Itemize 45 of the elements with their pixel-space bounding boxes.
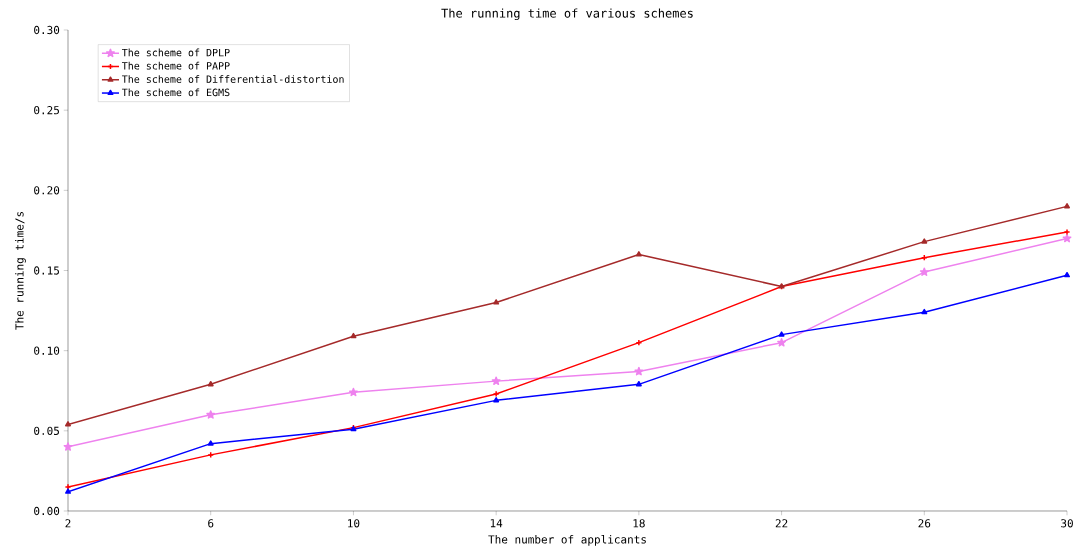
point — [348, 387, 358, 397]
point — [493, 299, 500, 305]
point — [919, 267, 929, 277]
point — [1064, 271, 1071, 278]
point — [778, 331, 785, 337]
y-tick-label: 0.05 — [34, 426, 59, 435]
point — [777, 338, 787, 347]
x-tick-label: 22 — [775, 519, 788, 528]
y-tick-label: 0.25 — [34, 106, 59, 115]
chart-title: The running time of various schemes — [441, 8, 693, 21]
point — [492, 390, 500, 398]
x-tick-label: 2 — [65, 519, 71, 528]
legend-label: The scheme of DPLP — [121, 48, 230, 57]
point — [65, 488, 71, 494]
point — [63, 442, 73, 451]
y-axis-title: The running time/s — [15, 211, 26, 330]
point — [65, 421, 71, 427]
y-tick-label: 0.20 — [34, 186, 60, 195]
point — [206, 410, 216, 419]
point — [1062, 233, 1072, 243]
x-tick-label: 6 — [208, 519, 214, 528]
x-tick-label: 18 — [633, 519, 645, 528]
x-axis-title: The number of applicants — [488, 535, 646, 546]
x-tick-label: 14 — [490, 519, 503, 528]
point — [635, 251, 642, 257]
x-tick-label: 10 — [348, 519, 360, 528]
point — [634, 366, 644, 376]
point — [350, 332, 357, 339]
point — [207, 380, 214, 387]
point — [491, 376, 501, 386]
x-tick-label: 26 — [918, 519, 931, 528]
legend-label: The scheme of Differential-distortion — [121, 75, 344, 83]
legend-label: The scheme of EGMS — [121, 88, 230, 97]
point — [1064, 203, 1071, 209]
point — [493, 397, 500, 403]
point — [207, 440, 214, 446]
point — [635, 380, 642, 387]
point — [921, 308, 928, 315]
point — [921, 238, 928, 244]
y-tick-label: 0.00 — [34, 506, 60, 516]
legend-label: The scheme of PAPP — [121, 61, 230, 70]
x-tick-label: 30 — [1061, 519, 1073, 528]
y-tick-label: 0.10 — [34, 346, 60, 355]
y-tick-label: 0.15 — [34, 266, 59, 275]
y-tick-label: 0.30 — [34, 25, 60, 35]
